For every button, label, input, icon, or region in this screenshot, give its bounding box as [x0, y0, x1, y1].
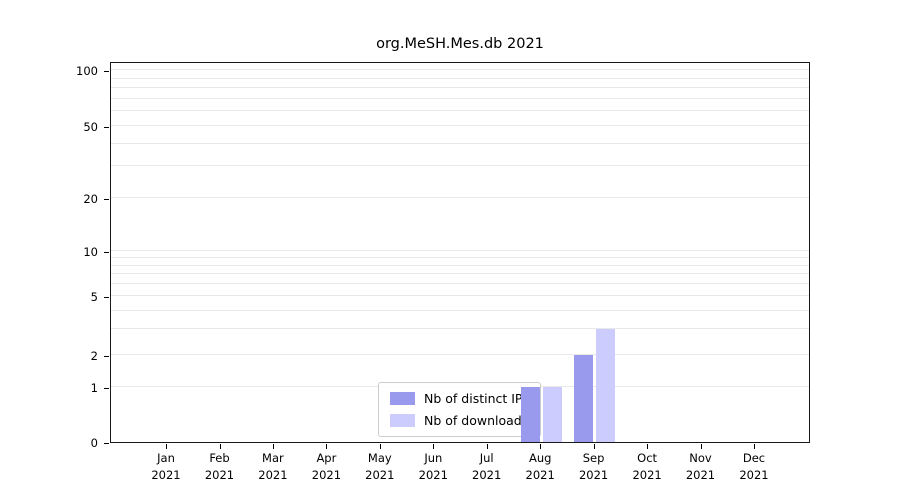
x-tick-mark — [647, 444, 649, 449]
gridline — [111, 87, 809, 89]
legend-label: Nb of downloads — [424, 413, 529, 428]
x-tick-label-mar: Mar 2021 — [258, 451, 288, 482]
x-tick-mark — [754, 444, 755, 449]
y-tick-label-0: 0 — [90, 436, 98, 450]
x-tick-mark — [540, 444, 542, 449]
plot-area: Nb of distinct IPs Nb of downloads — [110, 62, 810, 443]
x-tick-mark — [433, 444, 435, 449]
gridline — [111, 264, 809, 266]
x-tick-label-apr: Apr 2021 — [311, 451, 342, 482]
y-tick-label-100: 100 — [76, 64, 98, 79]
y-tick-mark — [104, 388, 109, 390]
bar-downloads-aug — [542, 387, 562, 442]
legend-label: Nb of distinct IPs — [424, 391, 529, 406]
y-tick-label-5: 5 — [90, 290, 98, 305]
gridline — [111, 328, 809, 329]
gridline — [111, 309, 809, 311]
x-tick-label-aug: Aug 2021 — [525, 451, 555, 482]
y-tick-label-50: 50 — [83, 120, 98, 135]
gridline — [111, 250, 809, 252]
bar-distinct-ips-aug — [520, 387, 540, 442]
y-tick-mark — [104, 356, 109, 358]
bar-downloads-sep — [596, 329, 616, 442]
y-tick-label-20: 20 — [83, 192, 98, 207]
x-tick-label-feb: Feb 2021 — [204, 451, 235, 482]
x-tick-mark — [379, 444, 381, 449]
gridline — [111, 110, 809, 112]
x-tick-mark — [272, 444, 274, 449]
legend: Nb of distinct IPs Nb of downloads — [378, 382, 541, 437]
x-tick-mark — [219, 444, 221, 449]
y-tick-label-2: 2 — [90, 349, 98, 364]
gridline — [111, 142, 809, 144]
x-tick-mark — [166, 444, 167, 449]
x-tick-label-nov: Nov 2021 — [685, 451, 716, 482]
x-tick-label-sep: Sep 2021 — [578, 451, 609, 482]
chart-title: org.MeSH.Mes.db 2021 — [376, 36, 544, 52]
y-tick-label-10: 10 — [83, 245, 98, 260]
bar-distinct-ips-sep — [574, 355, 594, 442]
x-tick-mark — [700, 444, 702, 449]
y-tick-mark — [104, 252, 109, 254]
y-tick-mark — [104, 199, 109, 201]
gridline — [111, 295, 809, 297]
gridline — [111, 125, 809, 127]
x-tick-label-may: May 2021 — [365, 451, 395, 482]
gridline — [111, 197, 809, 199]
gridline — [111, 283, 809, 285]
x-tick-label-jul: Jul 2021 — [472, 451, 502, 482]
y-tick-label-1: 1 — [90, 381, 98, 396]
y-tick-mark — [104, 127, 109, 129]
x-tick-mark — [593, 444, 595, 449]
gridline — [111, 77, 809, 79]
x-tick-mark — [326, 444, 328, 449]
x-tick-label-jun: Jun 2021 — [418, 451, 448, 482]
gridline — [111, 98, 809, 99]
gridline — [111, 165, 809, 167]
y-tick-mark — [104, 443, 109, 444]
legend-item-downloads: Nb of downloads — [390, 413, 529, 428]
x-tick-label-dec: Dec 2021 — [739, 451, 769, 482]
legend-swatch-distinct-ips — [390, 392, 415, 405]
legend-item-distinct-ips: Nb of distinct IPs — [390, 391, 529, 406]
gridline — [111, 273, 809, 275]
x-tick-label-jan: Jan 2021 — [151, 451, 181, 482]
gridline — [111, 257, 809, 258]
gridline — [111, 69, 809, 71]
gridline — [111, 354, 809, 356]
legend-swatch-downloads — [390, 414, 415, 427]
x-tick-label-oct: Oct 2021 — [632, 451, 662, 482]
y-tick-mark — [104, 297, 109, 299]
y-tick-mark — [104, 71, 109, 73]
x-tick-mark — [486, 444, 488, 449]
